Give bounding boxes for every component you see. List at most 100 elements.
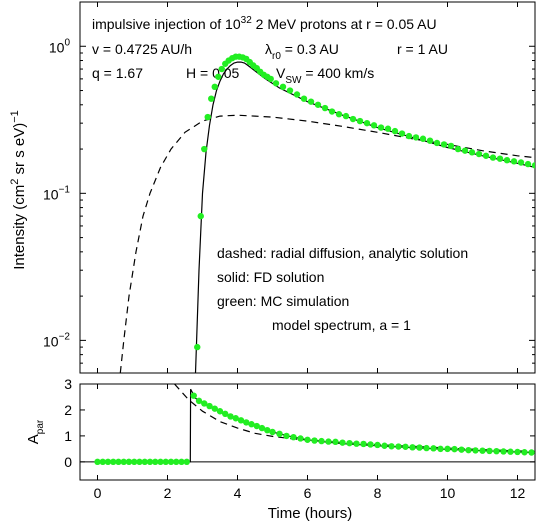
bottom-mc-point (216, 408, 224, 415)
bottom-y-tick-label: 0 (64, 454, 72, 470)
top-mc-point (398, 130, 406, 137)
bottom-y-axis-label: Apar (25, 419, 46, 444)
bottom-mc-point (409, 444, 416, 451)
bottom-mc-point (353, 440, 360, 447)
top-mc-point (300, 95, 308, 102)
bottom-mc-point (237, 417, 245, 424)
bottom-mc-point (486, 447, 493, 455)
bottom-mc-point (195, 397, 203, 405)
annotation-line-1: impulsive injection of 1032 2 MeV proton… (92, 15, 437, 32)
top-mc-point (194, 343, 201, 351)
bottom-mc-point (110, 458, 117, 466)
bottom-mc-point (472, 447, 479, 454)
x-tick-label: 4 (234, 485, 242, 501)
top-mc-point (503, 156, 511, 164)
bottom-mc-point (136, 458, 143, 466)
bottom-mc-point (173, 458, 180, 466)
bottom-mc-point (157, 458, 164, 466)
bottom-mc-point (451, 445, 458, 453)
top-mc-point (215, 73, 222, 80)
bottom-mc-point (346, 439, 353, 447)
bottom-mc-point (374, 441, 381, 449)
top-mc-point (517, 159, 525, 166)
bottom-mc-point (528, 449, 535, 456)
bottom-mc-point (339, 439, 346, 446)
bottom-mc-point (395, 443, 402, 450)
bottom-mc-point (162, 458, 169, 466)
top-mc-point (201, 145, 208, 153)
legend-dashed: dashed: radial diffusion, analytic solut… (217, 245, 468, 261)
top-mc-point (447, 142, 455, 150)
bottom-mc-point (152, 458, 159, 466)
bottom-mc-point (493, 448, 500, 455)
top-y-tick-label: 100 (49, 37, 71, 55)
bottom-mc-point (381, 442, 388, 449)
top-mc-point (307, 98, 315, 105)
top-mc-point (356, 117, 364, 125)
top-mc-point (328, 108, 336, 115)
bottom-mc-point (243, 419, 250, 426)
top-mc-point (391, 127, 399, 135)
top-mc-point (433, 139, 441, 147)
top-mc-point (524, 160, 532, 168)
bottom-mc-point (258, 424, 266, 432)
top-mc-point (419, 135, 427, 142)
bottom-mc-point (311, 437, 318, 444)
top-mc-point (412, 134, 420, 141)
legend-solid: solid: FD solution (217, 269, 324, 285)
top-mc-point (475, 150, 483, 158)
bottom-mc-point (402, 443, 409, 450)
x-axis-label: Time (hours) (268, 505, 352, 522)
bottom-mc-point (206, 402, 213, 410)
top-mc-point (267, 75, 274, 83)
top-mc-point (314, 101, 322, 108)
bottom-mc-point (201, 400, 208, 407)
bottom-mc-point (104, 458, 112, 466)
bottom-mc-point (276, 430, 283, 438)
top-mc-point (208, 95, 215, 102)
top-y-tick-label: 10−1 (43, 184, 70, 202)
bottom-mc-point (416, 444, 423, 451)
bottom-mc-point (318, 437, 325, 445)
bottom-mc-point (507, 448, 514, 455)
legend-spectrum: model spectrum, a = 1 (272, 317, 411, 333)
bottom-mc-point (94, 458, 101, 466)
bottom-mc-point (167, 458, 175, 466)
top-mc-point (405, 132, 413, 140)
bottom-mc-point (146, 458, 154, 466)
bottom-mc-markers (94, 392, 535, 466)
bottom-mc-point (232, 415, 239, 422)
top-mc-point (482, 152, 490, 159)
annotation-line-2: v = 0.4725 AU/h λr0 = 0.3 AU r = 1 AU (92, 41, 448, 62)
bottom-mc-point (131, 458, 138, 466)
x-tick-label: 12 (510, 485, 526, 501)
bottom-mc-point (190, 392, 197, 399)
top-mc-point (384, 125, 392, 132)
bottom-mc-point (283, 432, 290, 440)
top-mc-point (531, 162, 535, 169)
x-tick-label: 0 (94, 485, 102, 501)
bottom-mc-point (423, 444, 430, 452)
bottom-mc-point (367, 441, 374, 448)
bottom-mc-point (115, 458, 122, 466)
annotation-line-3: q = 1.67 H = 0.05 VSW = 400 km/s (92, 65, 374, 86)
top-mc-point (489, 154, 497, 161)
top-mc-point (349, 115, 357, 123)
bottom-mc-point (304, 436, 311, 443)
bottom-mc-point (521, 449, 528, 456)
bottom-mc-point (437, 445, 444, 453)
top-mc-point (440, 141, 448, 148)
bottom-mc-point (178, 458, 185, 466)
bottom-mc-point (297, 435, 304, 442)
x-tick-label: 10 (440, 485, 456, 501)
bottom-mc-point (264, 426, 271, 434)
top-y-tick-label: 10−2 (43, 331, 70, 349)
bottom-mc-point (227, 413, 234, 420)
top-mc-point (218, 65, 225, 73)
x-tick-label: 6 (304, 485, 312, 501)
bottom-mc-point (269, 428, 276, 436)
top-mc-point (510, 158, 518, 165)
top-mc-point (426, 137, 434, 144)
bottom-mc-point (222, 410, 229, 418)
